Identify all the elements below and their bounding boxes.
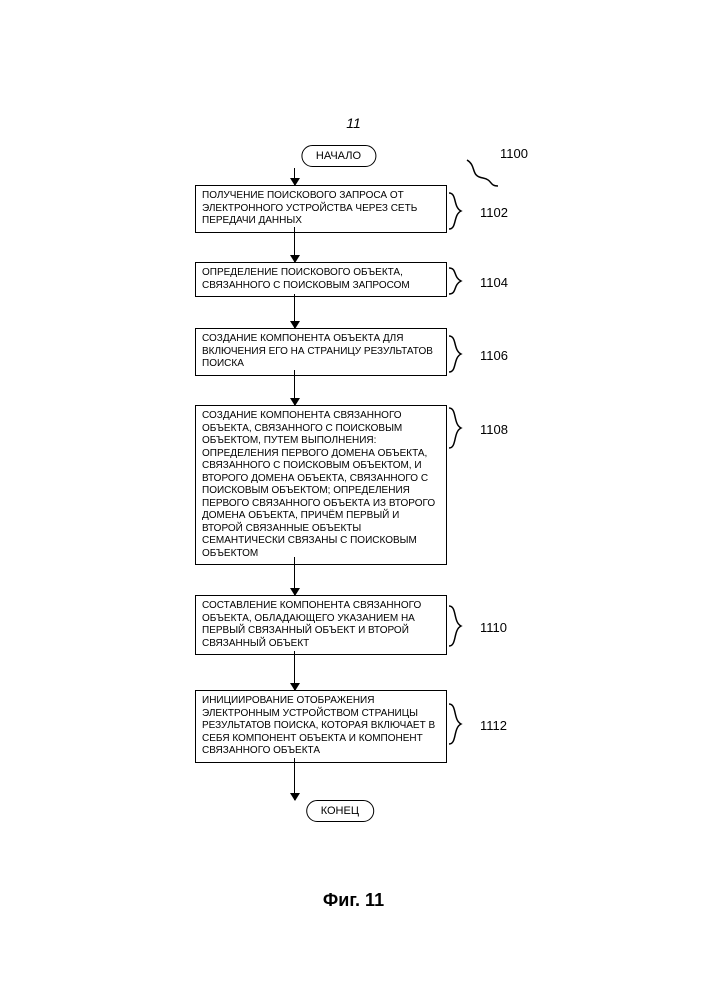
arrow-3 bbox=[294, 370, 295, 405]
page-number: 11 bbox=[346, 115, 361, 131]
step-box-1102: ПОЛУЧЕНИЕ ПОИСКОВОГО ЗАПРОСА ОТ ЭЛЕКТРОН… bbox=[195, 185, 447, 233]
brace-1108 bbox=[447, 406, 461, 450]
step-box-1108: СОЗДАНИЕ КОМПОНЕНТА СВЯЗАННОГО ОБЪЕКТА, … bbox=[195, 405, 447, 565]
step-box-1110: СОСТАВЛЕНИЕ КОМПОНЕНТА СВЯЗАННОГО ОБЪЕКТ… bbox=[195, 595, 447, 655]
arrow-4 bbox=[294, 557, 295, 595]
diagram-ref-lead bbox=[465, 158, 500, 193]
brace-1110 bbox=[447, 604, 461, 648]
arrow-1 bbox=[294, 227, 295, 262]
ref-label-1106: 1106 bbox=[480, 348, 508, 363]
arrow-5 bbox=[294, 651, 295, 690]
diagram-ref: 1100 bbox=[500, 146, 528, 161]
ref-label-1104: 1104 bbox=[480, 275, 508, 290]
ref-label-1112: 1112 bbox=[480, 718, 507, 733]
ref-label-1102: 1102 bbox=[480, 205, 508, 220]
ref-label-1108: 1108 bbox=[480, 422, 508, 437]
step-box-1112: ИНИЦИИРОВАНИЕ ОТОБРАЖЕНИЯ ЭЛЕКТРОННЫМ УС… bbox=[195, 690, 447, 763]
ref-label-1110: 1110 bbox=[480, 620, 507, 635]
arrow-0 bbox=[294, 168, 295, 185]
brace-1104 bbox=[447, 266, 461, 296]
start-terminal: НАЧАЛО bbox=[301, 145, 376, 167]
arrow-2 bbox=[294, 294, 295, 328]
brace-1106 bbox=[447, 334, 461, 374]
brace-1112 bbox=[447, 702, 461, 746]
end-terminal: КОНЕЦ bbox=[306, 800, 374, 822]
step-box-1106: СОЗДАНИЕ КОМПОНЕНТА ОБЪЕКТА ДЛЯ ВКЛЮЧЕНИ… bbox=[195, 328, 447, 376]
figure-label: Фиг. 11 bbox=[323, 890, 384, 911]
brace-1102 bbox=[447, 191, 461, 231]
arrow-6 bbox=[294, 758, 295, 800]
step-box-1104: ОПРЕДЕЛЕНИЕ ПОИСКОВОГО ОБЪЕКТА, СВЯЗАННО… bbox=[195, 262, 447, 297]
